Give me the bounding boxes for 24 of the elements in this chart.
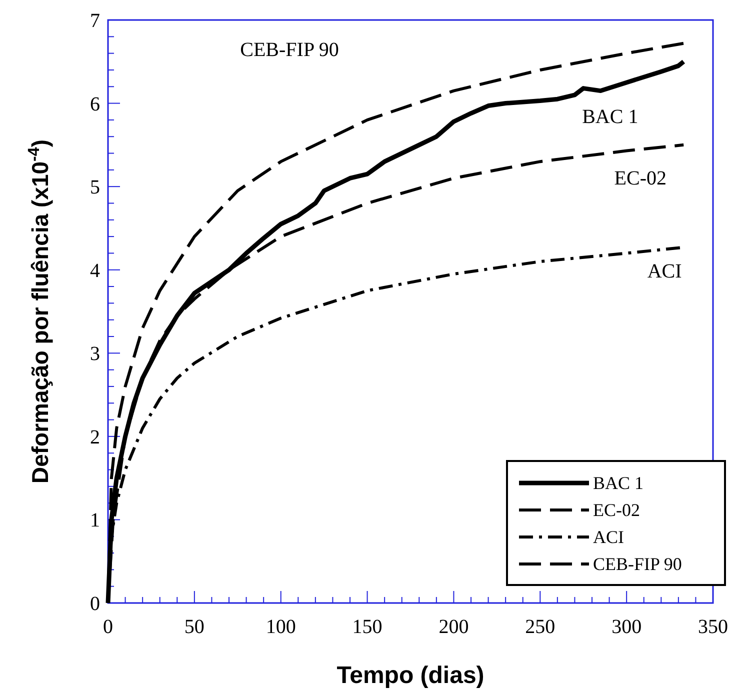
y-tick-label: 6: [90, 93, 100, 116]
legend-label: CEB-FIP 90: [593, 554, 682, 574]
y-tick-label: 5: [90, 176, 100, 199]
y-tick-label: 1: [90, 510, 100, 532]
legend-label: ACI: [593, 527, 624, 547]
annotation: CEB-FIP 90: [240, 39, 339, 62]
x-tick-label: 200: [438, 616, 469, 638]
y-tick-label: 2: [90, 426, 100, 448]
x-tick-label: 300: [612, 616, 642, 638]
x-tick-label: 100: [266, 616, 296, 638]
annotation: EC-02: [614, 167, 667, 190]
x-tick-label: 50: [184, 616, 204, 638]
x-axis-title: Tempo (dias): [336, 662, 484, 689]
y-tick-label: 3: [90, 343, 100, 366]
y-tick-label: 4: [90, 260, 100, 282]
y-tick-label: 0: [90, 593, 100, 615]
y-tick-label: 7: [90, 10, 100, 32]
annotation: BAC 1: [582, 106, 638, 128]
legend-label: EC-02: [593, 500, 640, 520]
annotation: ACI: [647, 260, 682, 283]
x-tick-label: 250: [525, 616, 556, 638]
x-tick-label: 350: [698, 616, 728, 638]
x-tick-label: 150: [352, 616, 382, 638]
legend-label: BAC 1: [593, 473, 644, 493]
